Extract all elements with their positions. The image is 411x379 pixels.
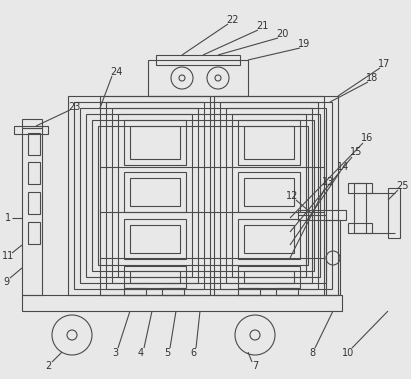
- Text: 5: 5: [164, 348, 170, 358]
- Text: 16: 16: [361, 133, 373, 143]
- Bar: [238, 219, 300, 259]
- Text: 23: 23: [68, 102, 80, 112]
- Bar: [326, 220, 340, 295]
- Bar: [28, 222, 40, 244]
- Bar: [226, 108, 312, 283]
- Text: 10: 10: [342, 348, 354, 358]
- Text: 6: 6: [190, 348, 196, 358]
- Bar: [244, 225, 294, 253]
- Bar: [156, 55, 240, 65]
- Bar: [118, 114, 192, 277]
- Text: 18: 18: [366, 73, 378, 83]
- Bar: [22, 295, 342, 311]
- Text: 17: 17: [378, 59, 390, 69]
- Bar: [354, 183, 366, 233]
- Bar: [124, 266, 186, 288]
- Bar: [28, 192, 40, 214]
- Text: 12: 12: [286, 191, 298, 201]
- Bar: [220, 102, 318, 289]
- Bar: [80, 108, 326, 283]
- Text: 8: 8: [309, 348, 315, 358]
- Bar: [238, 120, 300, 165]
- Text: 9: 9: [3, 277, 9, 287]
- Bar: [298, 210, 346, 220]
- Bar: [100, 96, 210, 295]
- Bar: [276, 288, 298, 295]
- Bar: [348, 223, 372, 233]
- Text: 13: 13: [322, 177, 334, 187]
- Bar: [28, 133, 40, 155]
- Text: 22: 22: [226, 15, 238, 25]
- Bar: [74, 102, 332, 289]
- Bar: [244, 126, 294, 159]
- Bar: [124, 120, 186, 165]
- Text: 25: 25: [396, 181, 408, 191]
- Text: 3: 3: [112, 348, 118, 358]
- Bar: [22, 119, 42, 128]
- Bar: [238, 266, 300, 288]
- Bar: [162, 288, 184, 295]
- Bar: [238, 288, 260, 295]
- Bar: [244, 271, 294, 283]
- Text: 15: 15: [350, 147, 362, 157]
- Bar: [148, 60, 248, 96]
- Bar: [244, 178, 294, 206]
- Text: 11: 11: [2, 251, 14, 261]
- Bar: [86, 114, 320, 277]
- Bar: [130, 271, 180, 283]
- Text: 19: 19: [298, 39, 310, 49]
- Bar: [124, 172, 186, 212]
- Bar: [238, 172, 300, 212]
- Text: 21: 21: [256, 21, 268, 31]
- Bar: [68, 96, 338, 295]
- Bar: [232, 114, 306, 277]
- Text: 24: 24: [110, 67, 122, 77]
- Bar: [348, 183, 372, 193]
- Text: 2: 2: [45, 361, 51, 371]
- Bar: [130, 178, 180, 206]
- Bar: [124, 288, 146, 295]
- Bar: [112, 108, 198, 283]
- Text: 4: 4: [138, 348, 144, 358]
- Bar: [388, 188, 400, 238]
- Bar: [106, 102, 204, 289]
- Text: 14: 14: [337, 162, 349, 172]
- Text: 1: 1: [5, 213, 11, 223]
- Bar: [14, 126, 48, 134]
- Bar: [92, 120, 314, 271]
- Bar: [130, 225, 180, 253]
- Bar: [22, 128, 42, 295]
- Bar: [124, 219, 186, 259]
- Text: 20: 20: [276, 29, 288, 39]
- Bar: [28, 162, 40, 184]
- Bar: [98, 126, 308, 265]
- Text: 7: 7: [252, 361, 258, 371]
- Bar: [214, 96, 324, 295]
- Bar: [130, 126, 180, 159]
